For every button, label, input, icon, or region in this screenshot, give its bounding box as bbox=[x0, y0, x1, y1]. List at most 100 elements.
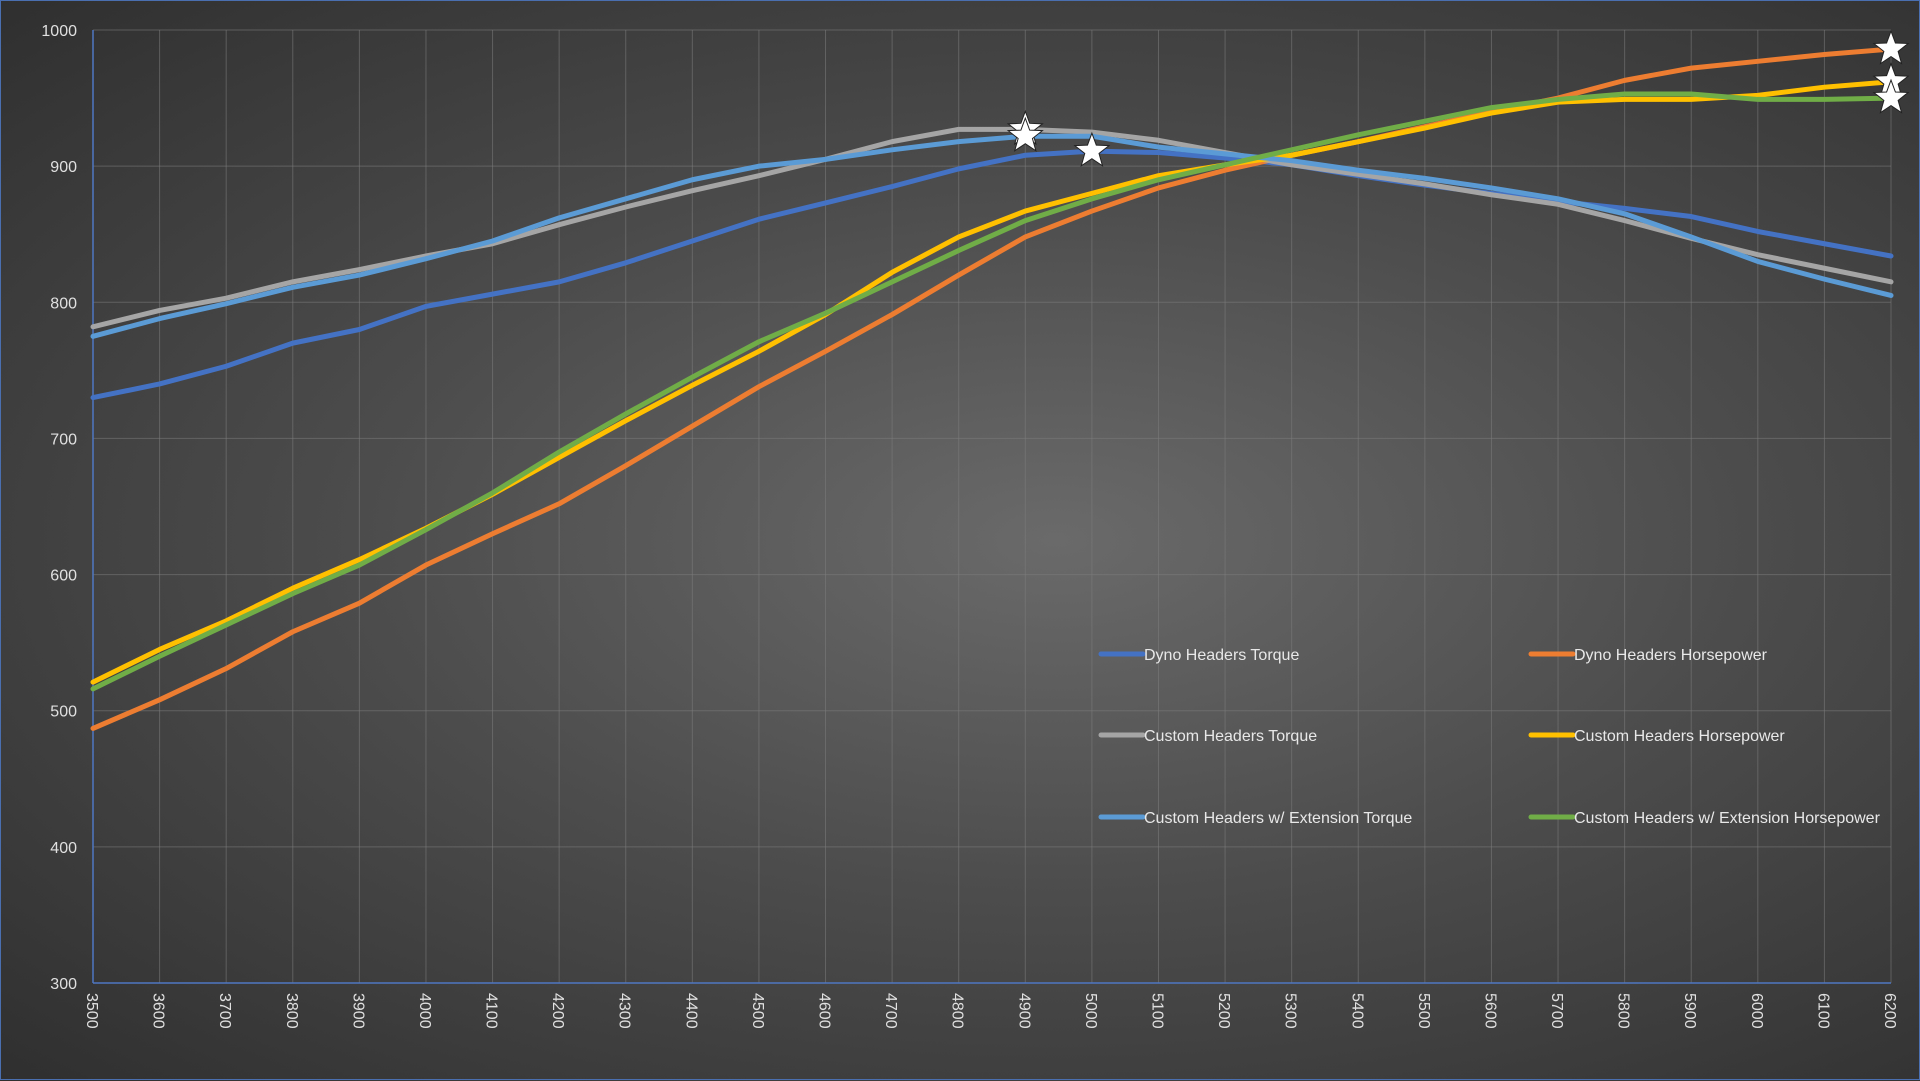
data-point-custom-headers-w-extension-torque bbox=[691, 178, 694, 181]
y-tick-label: 800 bbox=[50, 295, 77, 312]
data-point-custom-headers-w-extension-horsepower bbox=[890, 280, 894, 284]
x-tick-label: 4700 bbox=[882, 993, 899, 1029]
data-point-dyno-headers-horsepower bbox=[91, 727, 95, 730]
legend: Dyno Headers Torque Dyno Headers Horsepow… bbox=[1098, 647, 1881, 827]
data-point-custom-headers-horsepower bbox=[1756, 94, 1760, 97]
data-point-custom-headers-horsepower bbox=[291, 586, 294, 590]
legend-label-dyno-headers-horsepower: Dyno Headers Horsepower bbox=[1574, 647, 1768, 664]
axes bbox=[92, 30, 1891, 984]
x-tick-label: 3900 bbox=[349, 993, 366, 1029]
data-point-custom-headers-w-extension-horsepower bbox=[424, 528, 428, 531]
data-point-custom-headers-w-extension-horsepower bbox=[1556, 98, 1560, 101]
data-point-custom-headers-torque bbox=[1823, 267, 1826, 270]
x-tick-label: 5400 bbox=[1348, 993, 1365, 1029]
data-point-dyno-headers-torque bbox=[424, 305, 428, 308]
x-tick-label: 6100 bbox=[1814, 993, 1831, 1029]
data-point-custom-headers-horsepower bbox=[624, 419, 627, 422]
data-point-custom-headers-w-extension-horsepower bbox=[158, 655, 161, 658]
legend-label-custom-headers-w-extension-horsepower: Custom Headers w/ Extension Horsepower bbox=[1574, 810, 1881, 827]
x-tick-label: 5500 bbox=[1415, 993, 1432, 1029]
x-tick-label: 5200 bbox=[1215, 993, 1232, 1029]
series-lines bbox=[90, 46, 1894, 731]
data-point-custom-headers-w-extension-horsepower bbox=[291, 592, 294, 595]
data-point-custom-headers-horsepower bbox=[91, 680, 95, 684]
data-point-custom-headers-horsepower bbox=[358, 558, 361, 561]
data-point-custom-headers-horsepower bbox=[757, 350, 761, 353]
x-tick-label: 4600 bbox=[816, 993, 833, 1029]
data-point-custom-headers-w-extension-torque bbox=[624, 197, 627, 201]
data-point-custom-headers-w-extension-torque bbox=[1490, 186, 1493, 190]
data-point-dyno-headers-torque bbox=[291, 341, 294, 345]
x-tick-label: 5900 bbox=[1681, 993, 1698, 1029]
x-tick-label: 5100 bbox=[1148, 993, 1165, 1029]
x-tick-label: 5000 bbox=[1082, 993, 1099, 1029]
gridlines bbox=[92, 29, 1892, 984]
data-point-custom-headers-horsepower bbox=[1490, 111, 1493, 115]
data-point-dyno-headers-horsepower bbox=[691, 424, 694, 428]
legend-label-custom-headers-w-extension-torque: Custom Headers w/ Extension Torque bbox=[1144, 810, 1412, 827]
series-line-dyno-headers-horsepower bbox=[90, 46, 1894, 731]
data-point-dyno-headers-torque bbox=[1823, 242, 1826, 245]
data-point-custom-headers-w-extension-horsepower bbox=[358, 563, 361, 567]
data-point-custom-headers-w-extension-torque bbox=[424, 257, 428, 260]
data-point-custom-headers-torque bbox=[291, 280, 294, 284]
data-point-custom-headers-w-extension-horsepower bbox=[757, 340, 761, 343]
data-point-custom-headers-horsepower bbox=[1090, 192, 1094, 195]
data-point-custom-headers-torque bbox=[624, 205, 627, 209]
x-tick-label: 4400 bbox=[682, 993, 699, 1029]
data-point-custom-headers-w-extension-torque bbox=[491, 239, 494, 243]
x-tick-label: 4300 bbox=[616, 993, 633, 1029]
data-point-custom-headers-horsepower bbox=[1357, 140, 1360, 143]
y-tick-label: 500 bbox=[50, 704, 77, 721]
x-tick-label: 3700 bbox=[216, 993, 233, 1029]
data-point-custom-headers-w-extension-horsepower bbox=[1024, 219, 1027, 222]
data-point-custom-headers-w-extension-horsepower bbox=[624, 412, 627, 416]
y-tick-label: 400 bbox=[50, 840, 77, 857]
data-point-custom-headers-torque bbox=[757, 174, 761, 177]
data-point-custom-headers-w-extension-torque bbox=[1556, 197, 1560, 201]
data-point-dyno-headers-horsepower bbox=[224, 667, 228, 670]
data-point-dyno-headers-horsepower bbox=[291, 630, 294, 633]
data-point-custom-headers-w-extension-horsepower bbox=[1623, 92, 1626, 96]
star-icon bbox=[1073, 131, 1111, 167]
data-point-custom-headers-w-extension-torque bbox=[358, 273, 361, 277]
data-point-custom-headers-w-extension-torque bbox=[1357, 169, 1360, 172]
x-tick-label: 5300 bbox=[1282, 993, 1299, 1029]
data-point-custom-headers-w-extension-horsepower bbox=[824, 311, 827, 315]
data-point-custom-headers-w-extension-horsepower bbox=[491, 491, 494, 495]
data-point-dyno-headers-torque bbox=[757, 218, 761, 221]
data-point-custom-headers-w-extension-torque bbox=[557, 216, 561, 220]
data-point-dyno-headers-horsepower bbox=[824, 350, 827, 353]
x-tick-label: 5600 bbox=[1481, 993, 1498, 1029]
data-point-custom-headers-horsepower bbox=[557, 456, 561, 459]
data-point-custom-headers-horsepower bbox=[957, 235, 960, 239]
data-point-custom-headers-w-extension-horsepower bbox=[91, 687, 95, 691]
star-icon bbox=[1872, 78, 1910, 114]
data-point-custom-headers-horsepower bbox=[1024, 209, 1027, 213]
data-point-custom-headers-w-extension-torque bbox=[158, 317, 161, 320]
data-point-custom-headers-horsepower bbox=[1823, 85, 1826, 89]
y-tick-label: 600 bbox=[50, 568, 77, 585]
data-point-custom-headers-w-extension-torque bbox=[224, 302, 228, 305]
data-point-custom-headers-torque bbox=[1889, 280, 1893, 284]
data-point-dyno-headers-horsepower bbox=[1690, 66, 1693, 70]
data-point-custom-headers-w-extension-torque bbox=[1690, 235, 1693, 239]
data-point-dyno-headers-horsepower bbox=[424, 563, 428, 567]
data-point-custom-headers-w-extension-torque bbox=[1157, 145, 1160, 149]
data-point-custom-headers-torque bbox=[91, 325, 95, 328]
data-point-custom-headers-torque bbox=[1623, 219, 1626, 222]
legend-label-custom-headers-horsepower: Custom Headers Horsepower bbox=[1574, 728, 1785, 745]
data-point-dyno-headers-horsepower bbox=[957, 273, 960, 277]
data-point-dyno-headers-horsepower bbox=[624, 464, 627, 467]
data-point-dyno-headers-torque bbox=[1623, 207, 1626, 210]
data-point-custom-headers-w-extension-torque bbox=[1823, 277, 1826, 281]
x-tick-label: 3500 bbox=[83, 993, 100, 1029]
data-point-custom-headers-torque bbox=[557, 223, 561, 226]
x-tick-label: 5800 bbox=[1615, 993, 1632, 1029]
data-point-custom-headers-horsepower bbox=[1623, 98, 1626, 101]
data-point-custom-headers-w-extension-horsepower bbox=[1357, 133, 1360, 137]
data-point-dyno-headers-torque bbox=[691, 239, 694, 243]
x-tick-label: 3600 bbox=[150, 993, 167, 1029]
data-point-custom-headers-w-extension-horsepower bbox=[1823, 98, 1826, 101]
